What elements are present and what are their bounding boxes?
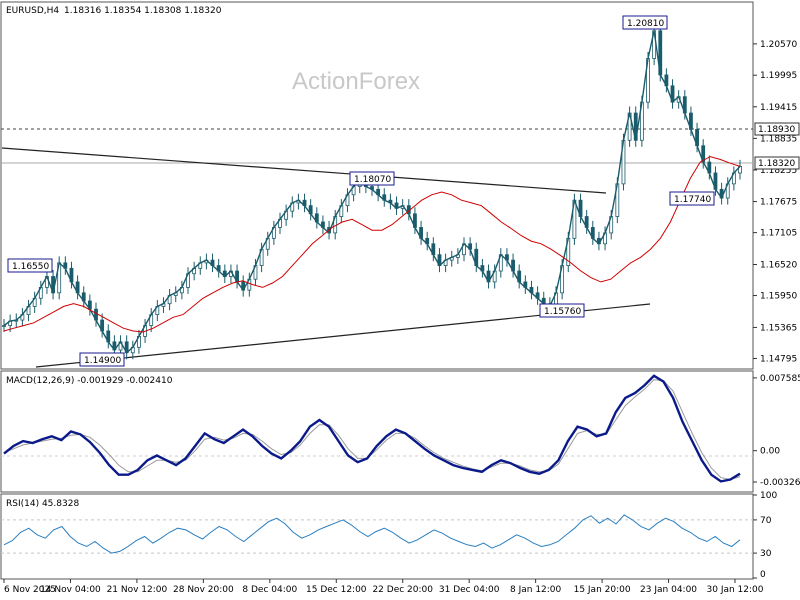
svg-text:1.17740: 1.17740: [674, 195, 711, 205]
price-tick-label: 1.14795: [760, 354, 797, 364]
x-tick-label: 15 Dec 12:00: [306, 585, 367, 595]
macd-label: MACD(12,26,9) -0.001929 -0.002410: [6, 376, 173, 386]
x-tick-label: 30 Jan 12:00: [707, 585, 764, 595]
x-tick-label: 15 Jan 20:00: [574, 585, 631, 595]
svg-text:1.18930: 1.18930: [758, 125, 795, 135]
watermark: ActionForex: [292, 68, 420, 95]
macd-line: [3, 374, 741, 483]
rsi-tick-label: 30: [760, 549, 772, 559]
macd-tick-label: 0.007585: [760, 374, 800, 384]
rsi-panel: [0, 493, 754, 580]
annotation-jan-low: 1.15760: [539, 303, 585, 318]
candle-body: [2, 325, 6, 327]
macd-y-axis: 0.007585 0.00 -0.003264: [753, 374, 800, 488]
x-tick-label: 31 Dec 04:00: [439, 585, 500, 595]
price-tick-label: 1.18835: [760, 134, 797, 144]
x-tick-label: 14 Nov 04:00: [40, 585, 101, 595]
x-tick-label: 8 Dec 04:00: [242, 585, 297, 595]
svg-text:1.18070: 1.18070: [354, 175, 391, 185]
annotation-dec-high: 1.18070: [349, 171, 395, 186]
rsi-tick-label: 70: [760, 516, 772, 526]
macd-tick-label: -0.003264: [760, 478, 800, 488]
price-tick-label: 1.15950: [760, 292, 797, 302]
price-close-line: [3, 30, 741, 354]
price-tick-label: 1.15365: [760, 323, 797, 333]
price-tick-label: 1.18255: [760, 166, 797, 176]
current-price-tag: 1.18320: [754, 156, 800, 170]
annotation-nov-low: 1.14900: [79, 352, 125, 367]
upper-trendline: [1, 147, 607, 194]
level-price-tag: 1.18930: [754, 122, 800, 136]
x-tick-label: 6 Nov 2025: [4, 585, 56, 595]
x-tick-label: 28 Nov 20:00: [173, 585, 234, 595]
price-tick-label: 1.19995: [760, 71, 797, 81]
rsi-label: RSI(14) 45.8328: [6, 499, 79, 509]
svg-text:1.14900: 1.14900: [84, 356, 121, 366]
price-y-axis: 1.20570 1.19995 1.19415 1.18835 1.18255 1.176…: [753, 40, 797, 364]
annotation-recent-low: 1.17740: [669, 191, 715, 206]
rsi-line: [3, 514, 741, 554]
x-tick-label: 21 Nov 12:00: [107, 585, 168, 595]
price-tick-label: 1.17105: [760, 229, 797, 239]
svg-text:1.18320: 1.18320: [758, 159, 795, 169]
symbol-timeframe: EURUSD,H4: [6, 6, 59, 16]
macd-tick-label: 0.00: [760, 447, 780, 457]
moving-average-line: [3, 156, 741, 333]
price-tick-label: 1.16520: [760, 260, 797, 270]
svg-text:1.20810: 1.20810: [627, 19, 664, 29]
svg-text:1.15760: 1.15760: [544, 307, 581, 317]
price-tick-label: 1.17675: [760, 198, 797, 208]
rsi-tick-label: 100: [760, 491, 777, 501]
macd-panel: [0, 370, 754, 493]
annotation-nov-high: 1.16550: [7, 258, 53, 273]
rsi-tick-label: 0: [760, 570, 766, 580]
ohlc-values: 1.18316 1.18354 1.18308 1.18320: [64, 6, 222, 16]
annotation-high: 1.20810: [622, 15, 668, 30]
rsi-y-axis: 100 70 30 0: [753, 491, 777, 580]
x-tick-label: 8 Jan 12:00: [510, 585, 562, 595]
svg-text:1.16550: 1.16550: [12, 262, 49, 272]
x-tick-label: 23 Jan 04:00: [640, 585, 697, 595]
price-tick-label: 1.20570: [760, 40, 797, 50]
price-tick-label: 1.19415: [760, 103, 797, 113]
x-tick-label: 22 Dec 20:00: [372, 585, 433, 595]
